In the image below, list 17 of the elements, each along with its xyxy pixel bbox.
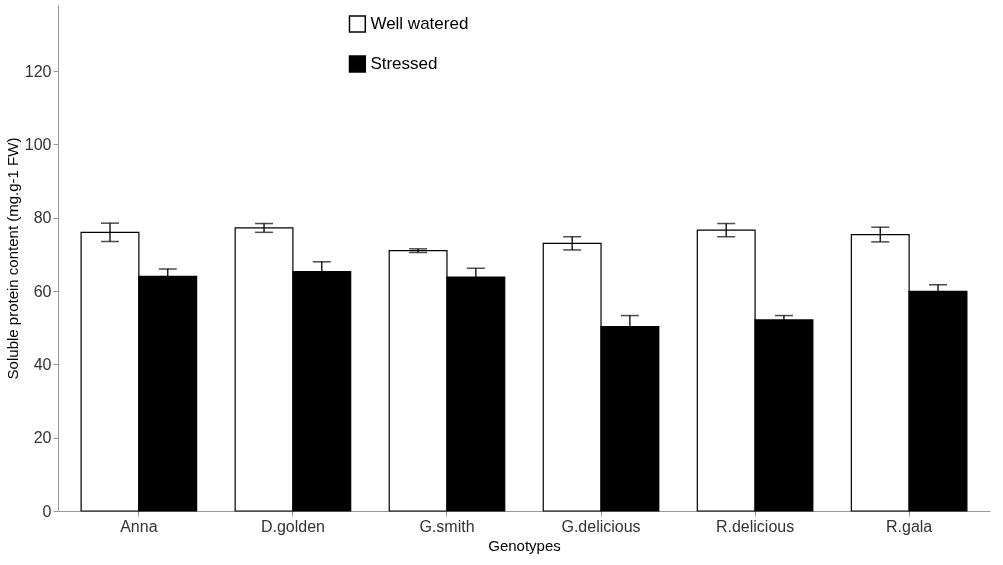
x-tick-label: Anna (120, 517, 158, 535)
x-tick-label: R.delicious (715, 517, 795, 535)
x-tick-label: G.delicious (561, 517, 641, 535)
x-tick-label: G.smith (419, 517, 475, 535)
y-tick-label: 100 (24, 135, 52, 153)
y-tick-label: 40 (33, 355, 52, 373)
x-axis-title: Genotypes (488, 536, 561, 554)
x-tick-label: R.gala (886, 517, 933, 535)
y-tick-label: 80 (33, 209, 52, 227)
y-tick-label: 120 (24, 62, 52, 80)
y-tick-label: 60 (33, 282, 52, 300)
y-axis-title: Soluble protein content (mg.g-1 FW) (3, 137, 21, 380)
legend-label: Stressed (370, 54, 438, 73)
legend-label: Well watered (370, 14, 469, 33)
x-tick-label: D.golden (260, 517, 325, 535)
y-tick-label: 0 (42, 502, 52, 520)
y-tick-label: 20 (33, 429, 52, 447)
